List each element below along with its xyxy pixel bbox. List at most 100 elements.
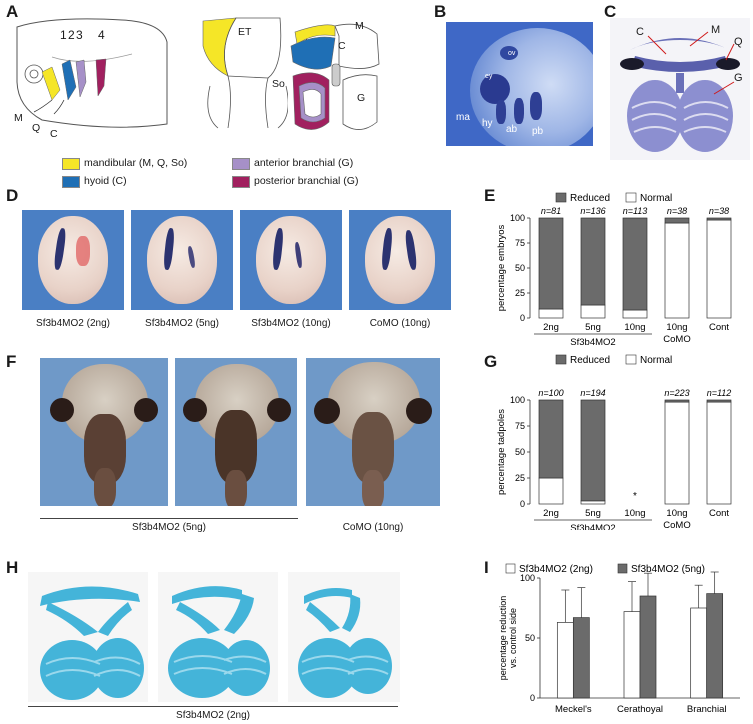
bar-normal [664, 222, 690, 319]
x-tick-label: Meckel's [555, 704, 592, 715]
y-tick-label: 0 [520, 499, 525, 509]
label-q-side: Q [32, 122, 41, 134]
n-label: n=113 [623, 206, 648, 216]
y-tick-label: 75 [515, 238, 525, 248]
caption-h: Sf3b4MO2 (2ng) [176, 710, 250, 721]
label-m-stain: M [711, 24, 721, 36]
group-label: Sf3b4MO2 [570, 523, 615, 530]
n-label: n=38 [667, 206, 687, 216]
label-ey: ey [485, 73, 493, 80]
caption-f1: Sf3b4MO2 (5ng) [132, 522, 206, 533]
bar-2ng [690, 607, 708, 699]
y-axis-label-line2: vs. control side [508, 608, 518, 668]
legend-label-2ng: Sf3b4MO2 (2ng) [519, 564, 593, 575]
bar-reduced [706, 217, 732, 221]
embryo-photo-d2 [131, 210, 233, 310]
bar-normal [706, 401, 732, 505]
legend-swatch-normal [625, 354, 637, 365]
legend-label-anterior-branchial: anterior branchial (G) [254, 157, 354, 169]
bar-reduced [538, 399, 564, 479]
label-et: ET [238, 26, 252, 38]
y-tick-label: 100 [520, 573, 535, 583]
bar-reduced [664, 217, 690, 224]
annotation-asterisk: * [633, 491, 637, 502]
x-tick-label: 10ng [624, 508, 645, 519]
panel-label-d: D [6, 186, 19, 205]
embryo-photo-b [446, 22, 593, 146]
tadpole-photo-f3 [306, 358, 440, 506]
n-label: n=38 [709, 206, 729, 216]
y-tick-label: 100 [510, 213, 525, 223]
y-tick-label: 50 [515, 447, 525, 457]
x-tick-label: 5ng [585, 508, 601, 519]
embryo-photo-d4 [349, 210, 451, 310]
label-pb: pb [532, 126, 544, 137]
stream-label-3: 3 [76, 28, 83, 42]
group-label: CoMO [663, 520, 690, 530]
embryo-photo-d3 [240, 210, 342, 310]
cartilage-photo-h3 [288, 572, 400, 702]
y-axis-label-line1: percentage reduction [498, 596, 508, 681]
group-label: Sf3b4MO2 [570, 337, 615, 348]
legend-swatch-mandibular [62, 158, 80, 170]
label-q-stain: Q [734, 36, 743, 48]
caption-d3: Sf3b4MO2 (10ng) [251, 318, 331, 329]
stream-label-2: 2 [68, 28, 75, 42]
y-axis-label: percentage embryos [496, 224, 507, 311]
legend-swatch-reduced [555, 354, 567, 365]
caption-line-h [28, 706, 398, 707]
y-tick-label: 0 [530, 693, 535, 703]
y-tick-label: 100 [510, 395, 525, 405]
n-label: n=194 [580, 388, 605, 398]
bar-reduced [538, 217, 564, 310]
embryo-side-diagram [16, 18, 168, 128]
legend-swatch-normal [625, 192, 637, 203]
cartilage-photo-h1 [28, 572, 148, 702]
stream-label-1: 1 [60, 28, 67, 42]
x-tick-label: Cerathoyal [617, 704, 663, 715]
ventral-skull-diagram [202, 17, 288, 129]
chart-i: Sf3b4MO2 (2ng) Sf3b4MO2 (5ng) 0 50 100 percen… [498, 563, 740, 715]
caption-d2: Sf3b4MO2 (5ng) [145, 318, 219, 329]
cartilage-stain-photo-c [610, 18, 750, 160]
bar-normal [664, 401, 690, 505]
label-m-cartilage: M [355, 20, 364, 32]
bar-normal [538, 477, 564, 505]
n-label: n=136 [580, 206, 605, 216]
n-label: n=112 [707, 388, 732, 398]
x-tick-label: 10ng [666, 508, 687, 519]
bar-5ng [706, 593, 724, 699]
panel-label-c: C [604, 2, 617, 21]
tadpole-photo-f1 [40, 358, 168, 506]
tadpole-photo-f2 [175, 358, 297, 506]
label-ab: ab [506, 124, 518, 135]
bar-normal [706, 219, 732, 319]
panel-label-i: I [484, 558, 489, 577]
bar-normal [538, 308, 564, 319]
panel-label-g: G [484, 352, 498, 371]
legend-label-5ng: Sf3b4MO2 (5ng) [631, 564, 705, 575]
label-m-side: M [14, 112, 23, 124]
x-tick-label: Cont [709, 508, 729, 519]
x-tick-label: 10ng [666, 322, 687, 333]
label-ma: ma [456, 112, 470, 123]
legend-label-posterior-branchial: posterior branchial (G) [254, 175, 359, 187]
panel-label-a: A [6, 2, 19, 21]
panel-label-h: H [6, 558, 19, 577]
label-c-side: C [50, 128, 58, 140]
n-label: n=100 [538, 388, 563, 398]
legend-swatch-posterior-branchial [232, 176, 250, 188]
legend-label-hyoid: hyoid (C) [84, 175, 127, 187]
panel-label-b: B [434, 2, 447, 21]
bar-reduced [580, 399, 606, 502]
legend-swatch-hyoid [62, 176, 80, 188]
legend-label-normal: Normal [640, 355, 672, 366]
cartilage-photo-h2 [158, 572, 278, 702]
y-tick-label: 50 [515, 263, 525, 273]
label-c-stain: C [636, 26, 644, 38]
legend-swatch-5ng [617, 563, 628, 574]
bar-reduced [622, 217, 648, 311]
x-tick-label: Cont [709, 322, 729, 333]
bar-reduced [706, 399, 732, 403]
legend-label-normal: Normal [640, 193, 672, 204]
